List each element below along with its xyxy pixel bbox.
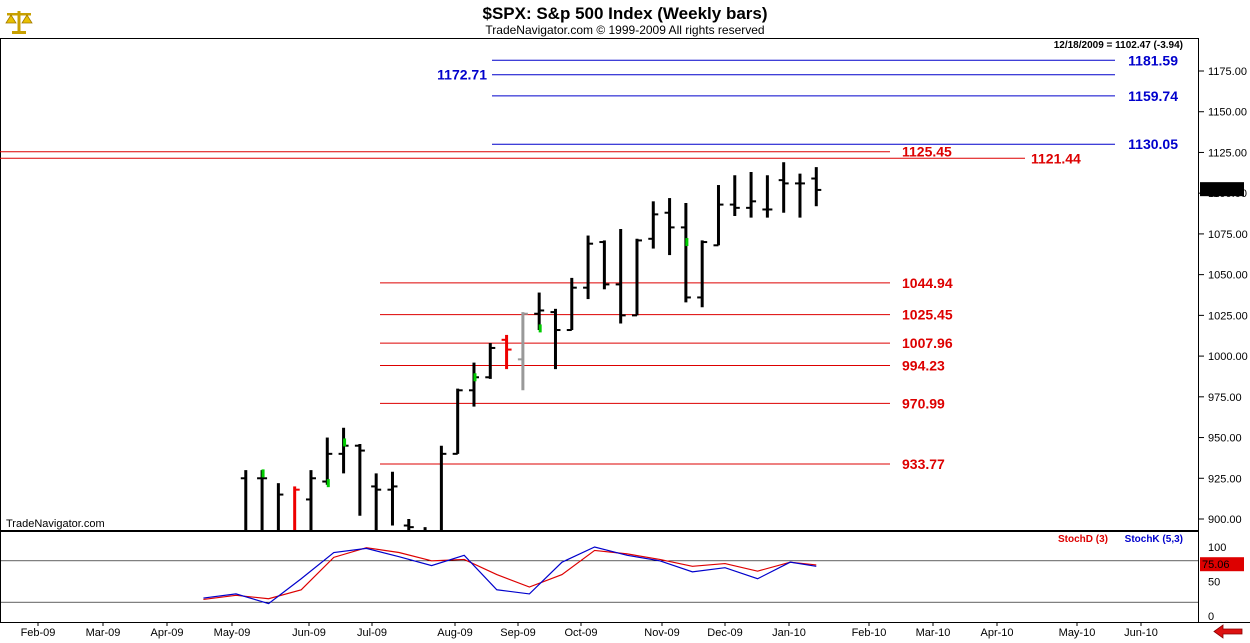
stochk-legend: StochK (5,3)	[1125, 534, 1183, 545]
time-tick-label: Oct-09	[564, 627, 597, 639]
time-tick-label: May-09	[214, 627, 251, 639]
time-tick-label: Aug-09	[437, 627, 472, 639]
time-axis: Feb-09 Mar-09 Apr-09 May-09 Jun-09 Jul-09 Aug-…	[21, 622, 1158, 639]
blue-level-label: 1159.74	[1128, 88, 1178, 104]
blue-level-label: 1130.05	[1128, 136, 1178, 152]
time-tick-label: Feb-09	[21, 627, 56, 639]
red-level-label: 1025.45	[902, 307, 953, 323]
last-price-box	[1200, 182, 1244, 197]
time-tick-label: Dec-09	[707, 627, 742, 639]
price-bars	[240, 162, 822, 530]
time-tick-label: Nov-09	[644, 627, 679, 639]
price-tick-label: 900.00	[1208, 514, 1242, 526]
chart-title: $SPX: S&p 500 Index (Weekly bars)	[482, 4, 768, 23]
time-tick-label: Mar-09	[86, 627, 121, 639]
price-tick-label: 1150.00	[1208, 107, 1247, 119]
price-axis: 1175.001150.001125.001100.001075.001050.…	[1198, 38, 1248, 531]
red-level-label: 1125.45	[902, 144, 952, 160]
red-level-label: 933.77	[902, 456, 945, 472]
time-tick-label: Apr-09	[150, 627, 183, 639]
time-tick-label: Feb-10	[852, 627, 887, 639]
price-tick-label: 925.00	[1208, 473, 1242, 485]
time-tick-label: Apr-10	[980, 627, 1013, 639]
stochastic-panel: 100 50 0 75.06	[0, 542, 1244, 623]
price-tick-label: 1125.00	[1208, 147, 1247, 159]
red-level-label: 1121.44	[1031, 150, 1081, 166]
stochd-legend: StochD (3)	[1058, 534, 1108, 545]
stoch-last-label: 75.06	[1202, 559, 1230, 571]
scales-logo-icon[interactable]	[4, 6, 34, 36]
price-tick-label: 1075.00	[1208, 229, 1248, 241]
stochd-line	[203, 547, 817, 601]
level-lines: 1181.59 1172.71 1159.74 1130.05 1125.45 1121.…	[0, 52, 1178, 472]
red-level-label: 994.23	[902, 357, 945, 373]
stoch-tick-label: 50	[1208, 577, 1220, 589]
time-tick-label: Sep-09	[500, 627, 535, 639]
left-arrow-icon[interactable]	[1212, 624, 1244, 639]
time-tick-label: May-10	[1059, 627, 1096, 639]
time-tick-label: Jun-10	[1124, 627, 1158, 639]
blue-level-label: 1172.71	[437, 67, 487, 83]
red-level-label: 1007.96	[902, 335, 953, 351]
price-tick-label: 1025.00	[1208, 310, 1248, 322]
stochk-line	[203, 546, 817, 605]
stoch-panel-border	[0, 531, 1199, 623]
blue-level-label: 1181.59	[1128, 52, 1178, 68]
time-tick-label: Jun-09	[292, 627, 326, 639]
watermark-text: TradeNavigator.com	[6, 518, 105, 530]
price-tick-label: 1175.00	[1208, 66, 1247, 78]
red-level-label: 1044.94	[902, 275, 953, 291]
time-tick-label: Jan-10	[772, 627, 806, 639]
price-tick-label: 975.00	[1208, 392, 1242, 404]
price-tick-label: 1050.00	[1208, 270, 1248, 282]
stoch-tick-label: 100	[1208, 542, 1226, 554]
red-level-label: 970.99	[902, 395, 945, 411]
last-price-info: 12/18/2009 = 1102.47 (-3.94)	[1054, 40, 1183, 51]
stoch-last-box	[1200, 557, 1244, 572]
price-tick-label: 950.00	[1208, 433, 1242, 445]
time-tick-label: Jul-09	[357, 627, 387, 639]
last-price-label: 1102.47	[1202, 184, 1241, 196]
time-tick-label: Mar-10	[916, 627, 951, 639]
stoch-tick-label: 0	[1208, 611, 1214, 623]
price-panel-border	[0, 38, 1199, 531]
price-tick-label: 1000.00	[1208, 351, 1248, 363]
chart-subtitle: TradeNavigator.com © 1999-2009 All right…	[485, 23, 765, 37]
